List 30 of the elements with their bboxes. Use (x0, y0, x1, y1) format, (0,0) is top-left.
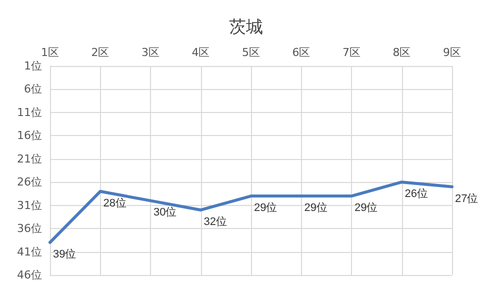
chart-title: 茨城 (229, 18, 263, 38)
y-tick-label: 31位 (17, 198, 42, 212)
y-tick-label: 26位 (17, 176, 42, 189)
y-tick-label: 11位 (17, 106, 42, 119)
y-tick-label: 36位 (17, 222, 42, 236)
y-tick-label: 1位 (24, 60, 42, 72)
x-tick-label: 6区 (292, 46, 310, 59)
data-label: 26位 (404, 188, 428, 200)
data-label: 29位 (254, 202, 278, 214)
data-label: 29位 (354, 202, 378, 214)
data-label: 39位 (53, 248, 76, 260)
y-tick-label: 21位 (17, 152, 42, 166)
data-label: 30位 (154, 206, 177, 219)
y-tick-label: 46位 (17, 268, 42, 282)
x-tick-label: 1区 (41, 46, 59, 59)
line-series (48, 180, 454, 244)
x-tick-label: 3区 (142, 46, 160, 59)
x-tick-label: 5区 (242, 46, 260, 59)
data-label: 32位 (204, 216, 227, 228)
data-label: 29位 (304, 202, 328, 214)
data-label: 28位 (103, 197, 126, 210)
x-tick-label: 9区 (443, 46, 461, 59)
data-label: 27位 (455, 192, 478, 205)
x-tick-label: 7区 (342, 46, 360, 59)
y-tick-label: 16位 (17, 129, 42, 142)
x-tick-label: 2区 (91, 46, 110, 59)
y-tick-label: 41位 (17, 245, 42, 258)
x-tick-label: 4区 (192, 46, 210, 59)
x-tick-label: 8区 (392, 46, 411, 59)
y-tick-label: 6位 (24, 82, 42, 96)
